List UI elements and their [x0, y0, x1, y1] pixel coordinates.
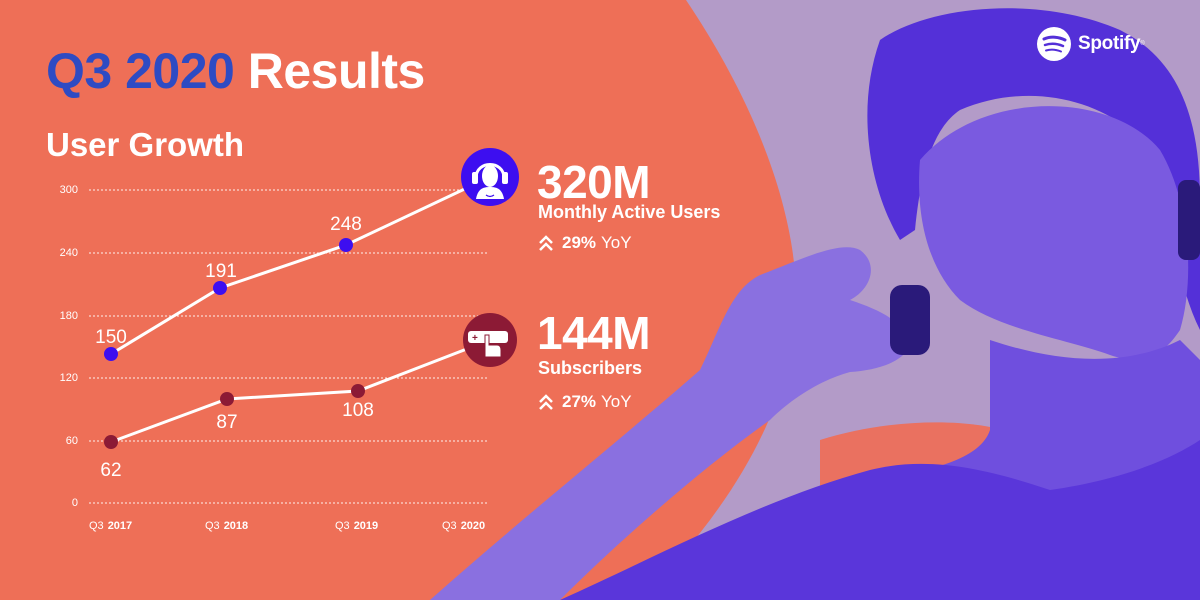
subscribers-yoy-suffix: YoY — [601, 392, 632, 411]
mau-value: 320M — [537, 156, 651, 208]
mau-yoy-pct: 29% — [562, 233, 597, 252]
mau-label: Monthly Active Users — [538, 202, 721, 222]
subs-label-2017: 62 — [100, 460, 122, 481]
y-tick-180: 180 — [59, 310, 78, 322]
registered-mark: ® — [1140, 41, 1145, 47]
page-title: Q3 2020 Results — [46, 42, 425, 100]
subs-dot-2018 — [220, 392, 234, 406]
person-photo — [430, 8, 1200, 600]
mau-dot-2018 — [213, 281, 227, 295]
mau-yoy-suffix: YoY — [601, 233, 632, 252]
subs-label-2019: 108 — [342, 400, 374, 421]
subscribers-label: Subscribers — [538, 358, 643, 378]
mau-label-2019: 248 — [330, 214, 362, 235]
y-tick-300: 300 — [59, 184, 78, 196]
mau-line — [110, 175, 491, 356]
y-tick-240: 240 — [59, 247, 78, 259]
subs-label-2018: 87 — [216, 412, 238, 433]
headphone-user-icon — [461, 148, 519, 206]
spotify-logo: Spotify ® — [1036, 26, 1145, 62]
spotify-logo-icon — [1037, 27, 1071, 61]
mau-label-2018: 191 — [205, 261, 237, 282]
mau-dot-2017 — [104, 347, 118, 361]
brand-name: Spotify — [1078, 33, 1141, 54]
mau-yoy: 29% YoY — [538, 233, 632, 253]
subs-dot-2019 — [351, 384, 365, 398]
x-tick-2020: Q3 2020 — [442, 520, 486, 532]
double-chevron-up-icon — [539, 394, 553, 410]
x-tick-2017: Q3 2017 — [89, 520, 133, 532]
gridlines — [89, 189, 487, 504]
double-chevron-up-icon — [539, 235, 553, 251]
mau-label-2017: 150 — [95, 327, 127, 348]
y-tick-0: 0 — [71, 497, 78, 509]
x-tick-2019: Q3 2019 — [335, 520, 379, 532]
svg-text:+: + — [472, 333, 478, 344]
title-quarter: Q3 2020 — [46, 43, 235, 99]
subs-dot-2017 — [104, 435, 118, 449]
subscribers-line — [110, 338, 491, 444]
chart-title: User Growth — [46, 126, 245, 163]
subscribers-yoy: 27% YoY — [538, 392, 632, 412]
title-results: Results — [247, 43, 426, 99]
subscribers-yoy-pct: 27% — [562, 392, 597, 411]
y-tick-60: 60 — [65, 435, 78, 447]
mau-dot-2019 — [339, 238, 353, 252]
x-tick-2018: Q3 2018 — [205, 520, 249, 532]
hand-tap-card-icon: + — [463, 313, 517, 367]
subscribers-value: 144M — [537, 307, 651, 359]
y-tick-120: 120 — [59, 372, 78, 384]
